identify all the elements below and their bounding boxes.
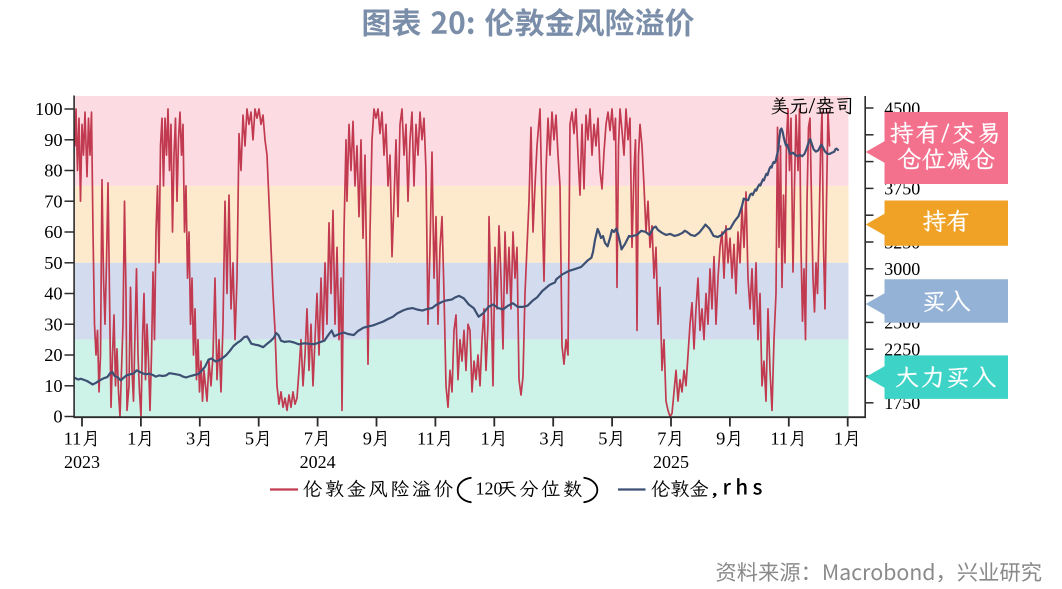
svg-text:9: 9 (716, 429, 725, 449)
svg-text:50: 50 (44, 253, 62, 273)
svg-text:70: 70 (44, 191, 62, 211)
svg-text:40: 40 (44, 284, 62, 304)
svg-text:1: 1 (834, 429, 843, 449)
svg-text:2025: 2025 (653, 452, 689, 472)
svg-text:120: 120 (476, 479, 503, 499)
svg-text:9: 9 (363, 429, 372, 449)
svg-text:3: 3 (186, 429, 195, 449)
svg-text:5: 5 (245, 429, 254, 449)
svg-text:20: 20 (44, 345, 62, 365)
svg-text:0: 0 (53, 407, 62, 427)
svg-text:11: 11 (64, 429, 82, 449)
svg-text:60: 60 (44, 222, 62, 242)
svg-text:1: 1 (481, 429, 490, 449)
svg-text:100: 100 (35, 99, 63, 119)
svg-text:2250: 2250 (884, 340, 920, 360)
svg-text:3000: 3000 (884, 259, 920, 279)
svg-text:10: 10 (44, 376, 62, 396)
svg-text:11: 11 (417, 429, 435, 449)
svg-text:30: 30 (44, 314, 62, 334)
svg-text:2024: 2024 (300, 452, 336, 472)
svg-text:2023: 2023 (64, 452, 100, 472)
svg-text:7: 7 (304, 429, 313, 449)
svg-text:1: 1 (127, 429, 136, 449)
svg-text:90: 90 (44, 130, 62, 150)
svg-text:80: 80 (44, 161, 62, 181)
svg-text:11: 11 (770, 429, 788, 449)
svg-text:3: 3 (539, 429, 548, 449)
svg-text:5: 5 (598, 429, 607, 449)
svg-text:7: 7 (657, 429, 666, 449)
